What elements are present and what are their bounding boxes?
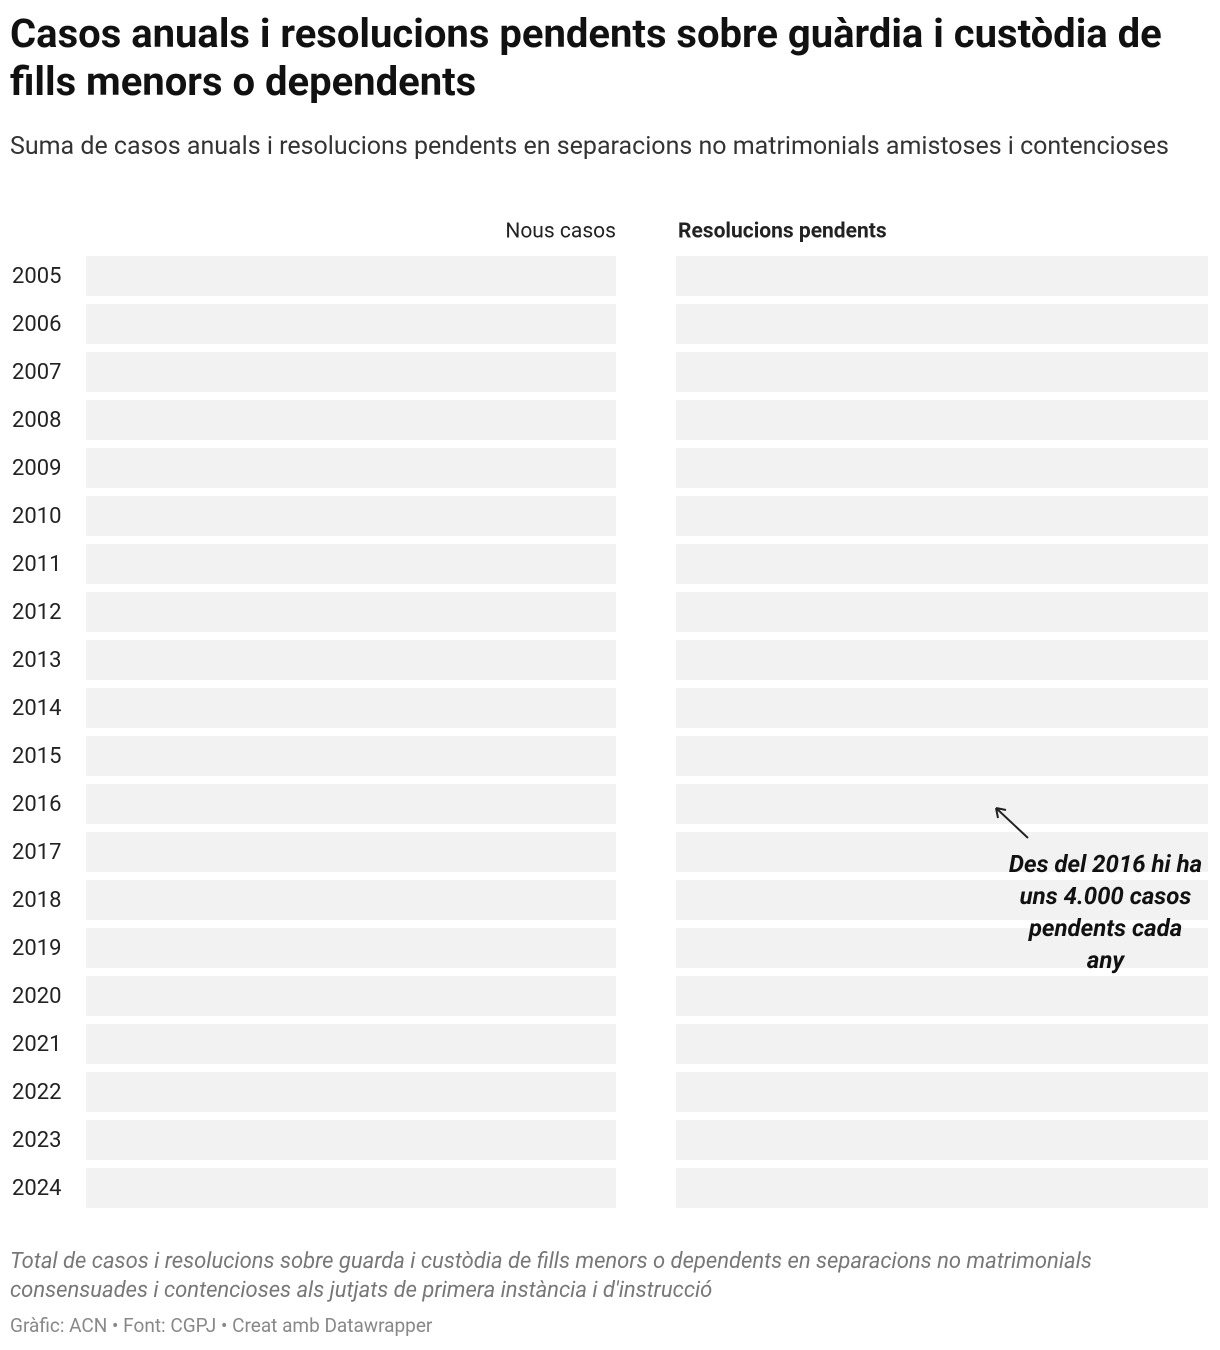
row-background	[676, 880, 1208, 920]
chart-note: Total de casos i resolucions sobre guard…	[10, 1249, 1092, 1303]
row-background	[86, 688, 616, 728]
row-background	[86, 976, 616, 1016]
y-tick-label: 2007	[12, 360, 61, 385]
row-background	[86, 448, 616, 488]
chart-source: Gràfic: ACN • Font: CGPJ • Creat amb Dat…	[10, 1314, 433, 1337]
row-background	[86, 928, 616, 968]
legend-label: Nous casos	[505, 220, 616, 244]
y-tick-label: 2022	[12, 1080, 61, 1105]
row-background	[676, 832, 1208, 872]
row-background	[86, 592, 616, 632]
row-background	[676, 496, 1208, 536]
row-background	[86, 640, 616, 680]
row-background	[676, 352, 1208, 392]
chart-subtitle: Suma de casos anuals i resolucions pende…	[10, 132, 1169, 161]
annotation-arrow	[995, 807, 1029, 839]
y-tick-label: 2021	[12, 1032, 61, 1057]
row-background	[86, 1120, 616, 1160]
row-background	[676, 1072, 1208, 1112]
row-background	[86, 544, 616, 584]
chart-title: Casos anuals i resolucions pendents sobr…	[10, 10, 1162, 105]
row-background	[676, 1168, 1208, 1208]
y-tick-label: 2011	[12, 552, 61, 577]
row-background	[676, 928, 1208, 968]
y-tick-label: 2009	[12, 456, 61, 481]
row-background	[676, 400, 1208, 440]
row-background	[676, 1024, 1208, 1064]
row-background	[676, 448, 1208, 488]
y-tick-label: 2018	[12, 888, 61, 913]
row-background	[86, 1072, 616, 1112]
row-background	[676, 640, 1208, 680]
row-background	[86, 1168, 616, 1208]
row-background	[86, 400, 616, 440]
y-tick-label: 2012	[12, 600, 61, 625]
row-background	[676, 304, 1208, 344]
y-tick-label: 2010	[12, 504, 61, 529]
y-tick-label: 2014	[12, 696, 61, 721]
row-background	[86, 304, 616, 344]
row-background	[676, 1120, 1208, 1160]
y-tick-label: 2006	[12, 312, 61, 337]
y-tick-label: 2024	[12, 1176, 61, 1201]
legend-label: Resolucions pendents	[678, 220, 887, 244]
y-tick-label: 2019	[12, 936, 61, 961]
y-tick-label: 2023	[12, 1128, 61, 1153]
y-tick-label: 2017	[12, 840, 61, 865]
row-background	[676, 256, 1208, 296]
row-background	[676, 736, 1208, 776]
row-background	[86, 784, 616, 824]
y-tick-label: 2008	[12, 408, 61, 433]
row-background	[676, 688, 1208, 728]
row-background	[86, 496, 616, 536]
row-background	[86, 352, 616, 392]
row-background	[86, 832, 616, 872]
row-background	[676, 784, 1208, 824]
y-tick-label: 2013	[12, 648, 61, 673]
row-background	[86, 1024, 616, 1064]
row-background	[676, 592, 1208, 632]
y-tick-label: 2005	[12, 264, 61, 289]
row-background	[86, 880, 616, 920]
y-tick-label: 2015	[12, 744, 61, 769]
row-background	[86, 736, 616, 776]
row-background	[676, 544, 1208, 584]
y-tick-label: 2020	[12, 984, 61, 1009]
row-background	[676, 976, 1208, 1016]
row-background	[86, 256, 616, 296]
y-tick-label: 2016	[12, 792, 61, 817]
annotation: Des del 2016 hi ha uns 4.000 casos pende…	[1008, 850, 1203, 974]
